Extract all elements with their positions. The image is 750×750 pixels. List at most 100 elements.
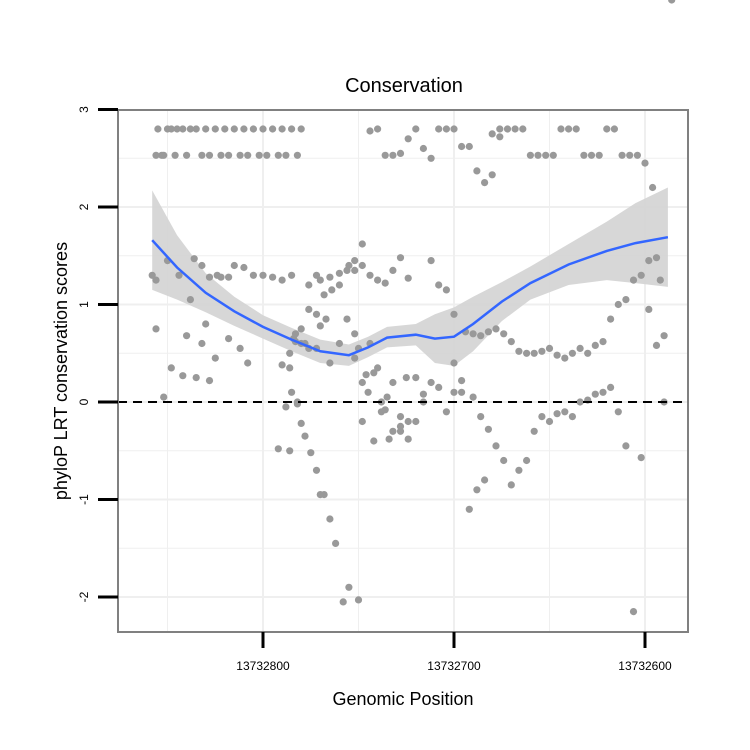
data-point (320, 291, 328, 299)
data-point (205, 151, 214, 159)
data-point (507, 338, 515, 346)
data-point (205, 377, 214, 385)
data-point (458, 377, 466, 385)
data-point (576, 344, 584, 352)
data-point (637, 271, 645, 279)
data-point (469, 393, 477, 401)
data-point (614, 300, 622, 309)
data-point (186, 125, 194, 133)
data-point (211, 354, 219, 362)
data-point (412, 417, 420, 426)
data-point (282, 151, 290, 159)
data-point (534, 151, 542, 159)
data-point (179, 372, 187, 380)
data-point (633, 151, 642, 159)
data-point (312, 271, 321, 279)
data-point (622, 296, 630, 304)
data-point (450, 388, 458, 396)
data-point (211, 125, 219, 133)
data-point (152, 325, 160, 333)
data-point (496, 125, 504, 133)
data-point (322, 315, 330, 323)
data-point (668, 0, 676, 4)
data-point (297, 125, 305, 133)
data-point (553, 351, 561, 359)
data-point (396, 254, 405, 262)
data-point (186, 296, 194, 304)
smooth-line (151, 235, 669, 357)
data-point (374, 125, 382, 133)
data-point (568, 413, 577, 421)
data-point (370, 369, 378, 377)
data-point (343, 266, 351, 274)
chart-title: Conservation (345, 75, 463, 97)
y-tick-label: 0 (77, 398, 91, 405)
data-point (477, 332, 485, 340)
y-tick-label: 1 (77, 301, 91, 308)
data-point (351, 330, 359, 338)
data-point (561, 408, 569, 416)
data-point (492, 442, 500, 450)
data-point (381, 279, 389, 287)
data-point (419, 390, 427, 398)
data-point (545, 344, 554, 352)
data-point (167, 364, 175, 372)
data-point (435, 125, 443, 133)
data-point (328, 286, 336, 294)
data-point (389, 151, 397, 159)
plot-border (117, 109, 689, 633)
data-point (599, 388, 607, 396)
data-point (160, 393, 168, 401)
data-point (603, 125, 611, 133)
smooth-curve (151, 235, 669, 357)
data-point (249, 125, 257, 133)
data-point (565, 125, 573, 133)
data-point (244, 359, 252, 367)
data-point (481, 179, 489, 187)
data-point (450, 310, 458, 318)
data-point (652, 254, 661, 262)
data-point (286, 364, 294, 372)
data-point (458, 388, 466, 396)
data-point (263, 151, 271, 159)
data-point (381, 406, 389, 414)
data-point (351, 266, 359, 274)
data-point (607, 315, 615, 323)
data-point (402, 374, 410, 382)
data-point (278, 276, 286, 284)
data-point (519, 125, 527, 133)
data-point (572, 125, 580, 133)
data-point (370, 437, 378, 445)
data-point (465, 505, 473, 513)
data-point (618, 151, 626, 159)
data-point (427, 378, 435, 387)
data-point (152, 151, 160, 159)
data-point (366, 271, 374, 279)
data-point (198, 339, 206, 348)
data-point (412, 374, 420, 382)
data-point (297, 325, 305, 333)
data-point (316, 276, 324, 284)
data-point (511, 125, 519, 133)
data-point (629, 608, 638, 616)
data-point (538, 347, 546, 355)
data-point (389, 266, 397, 274)
data-point (240, 125, 248, 133)
data-point (477, 413, 485, 421)
data-point (244, 151, 252, 159)
data-point (288, 388, 296, 396)
axes: 13732800 13732700 13732600 -2 -1 0 1 2 3 (77, 106, 672, 673)
data-point (542, 151, 550, 159)
data-point (160, 151, 168, 159)
data-point (225, 335, 233, 343)
data-point (404, 417, 412, 426)
data-point (465, 142, 473, 151)
data-point (435, 383, 443, 391)
data-point (473, 486, 481, 494)
data-point (626, 151, 634, 159)
data-point (288, 125, 296, 133)
data-point (217, 273, 225, 281)
data-point (442, 125, 450, 133)
data-point (649, 183, 657, 192)
data-point (553, 410, 561, 418)
